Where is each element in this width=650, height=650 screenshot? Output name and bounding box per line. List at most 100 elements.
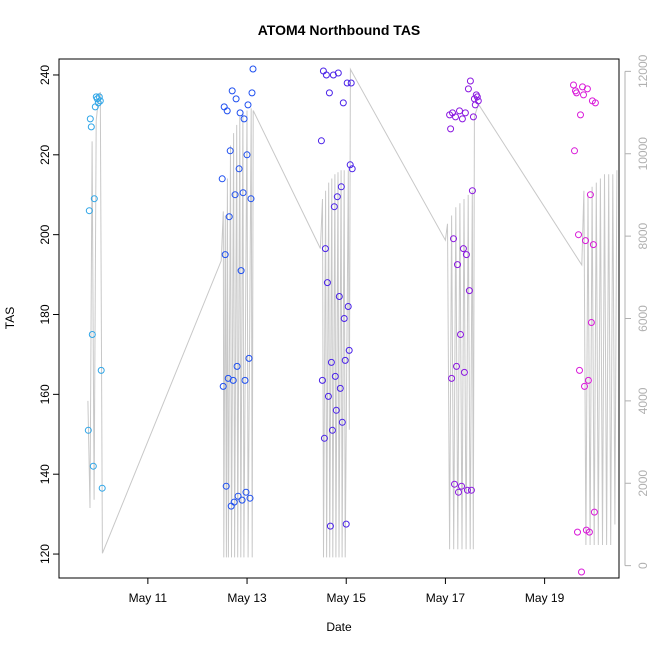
tas-point [219,382,227,390]
tas-point [332,406,340,414]
tas-point [473,93,481,101]
tas-point [96,97,104,105]
tas-point [587,319,595,326]
tas-point [235,165,243,173]
tas-point [84,426,92,434]
tas-point [474,97,482,105]
tas-point [464,85,472,93]
tas-point [88,331,96,338]
tas-point [321,245,329,253]
tas-point [338,418,346,426]
tas-point [589,241,597,249]
tas-point [343,79,351,87]
tas-point [454,261,461,269]
tas-point [325,89,333,97]
plot-frame [58,58,620,579]
tas-point [237,267,245,275]
tas-point [466,77,474,85]
tas-point [226,147,234,155]
tas-point [471,101,479,109]
y-right-tick-label: 6000 [636,305,650,332]
tas-point [323,279,331,287]
tas-point [347,79,355,87]
y-left-tick-label: 220 [38,144,52,164]
tas-point [341,356,349,364]
tas-point [90,195,98,203]
tas-point [580,91,587,99]
tas-point [467,486,475,494]
tas-point [344,303,352,310]
tas-point [453,362,460,370]
tas-point [328,426,336,434]
y-left-tick-label: 200 [38,224,52,244]
y-left-tick-label: 120 [38,544,52,564]
tas-point [320,434,328,442]
tas-point [221,251,229,259]
tas-point [337,183,345,191]
tas-point [335,293,343,300]
tas-point [463,486,471,494]
tas-point [465,287,473,295]
y-right-tick-label: 10000 [636,137,650,171]
tas-point [573,89,580,97]
x-axis-title: Date [326,620,352,634]
y-left-tick-label: 180 [38,304,52,324]
y-right-tick-label: 0 [636,562,650,569]
y-right-tick-label: 4000 [636,387,650,414]
tas-point [95,93,103,101]
tas-point [244,101,252,109]
tas-point [586,191,594,199]
altitude-line-layer [87,67,618,558]
y-axis-left: 120 140 160 180 200 220 240 [38,65,59,564]
tas-point [239,189,247,197]
y-left-tick-label: 240 [38,65,52,85]
tas-point [322,71,330,79]
tas-point [331,372,339,380]
y-left-tick-label: 160 [38,384,52,404]
tas-point [458,482,465,490]
tas-point [340,315,348,322]
tas-point [591,99,599,107]
tas-point [346,161,354,169]
tas-point [240,115,248,123]
tas-point [89,462,97,470]
tas-point [581,382,588,390]
tas-point [339,99,347,107]
tas-point [249,65,257,73]
tas-point [326,522,334,530]
tas-point [234,492,242,500]
y-left-tick-label: 140 [38,464,52,484]
tas-point [336,384,344,392]
tas-point [238,496,246,504]
tas-point [447,125,455,133]
tas-point [330,203,338,211]
tas-point [87,123,95,131]
tas-point [232,95,240,103]
tas-point [241,376,249,384]
tas-point [317,137,325,145]
tas-point [457,331,464,338]
tas-point [225,213,233,221]
tas-point [222,482,230,490]
tas-point [85,207,93,215]
tas-point [574,528,581,536]
tas-point [578,568,585,576]
tas-point [243,151,251,159]
tas-point [233,362,241,370]
tas-point [242,488,250,496]
tas-point [220,103,228,111]
tas-point [590,508,598,516]
tas-point [460,368,468,376]
y-right-tick-label: 12000 [636,54,650,88]
x-tick-label: May 15 [327,591,367,605]
y-axis-title: TAS [3,307,17,329]
tas-point [468,187,476,195]
tas-point [342,520,350,528]
tas-point [462,251,470,259]
tas-point [469,113,477,121]
tas-point [228,87,236,95]
tas-point [583,85,591,93]
tas-point [231,191,239,199]
tas-point [585,528,593,536]
